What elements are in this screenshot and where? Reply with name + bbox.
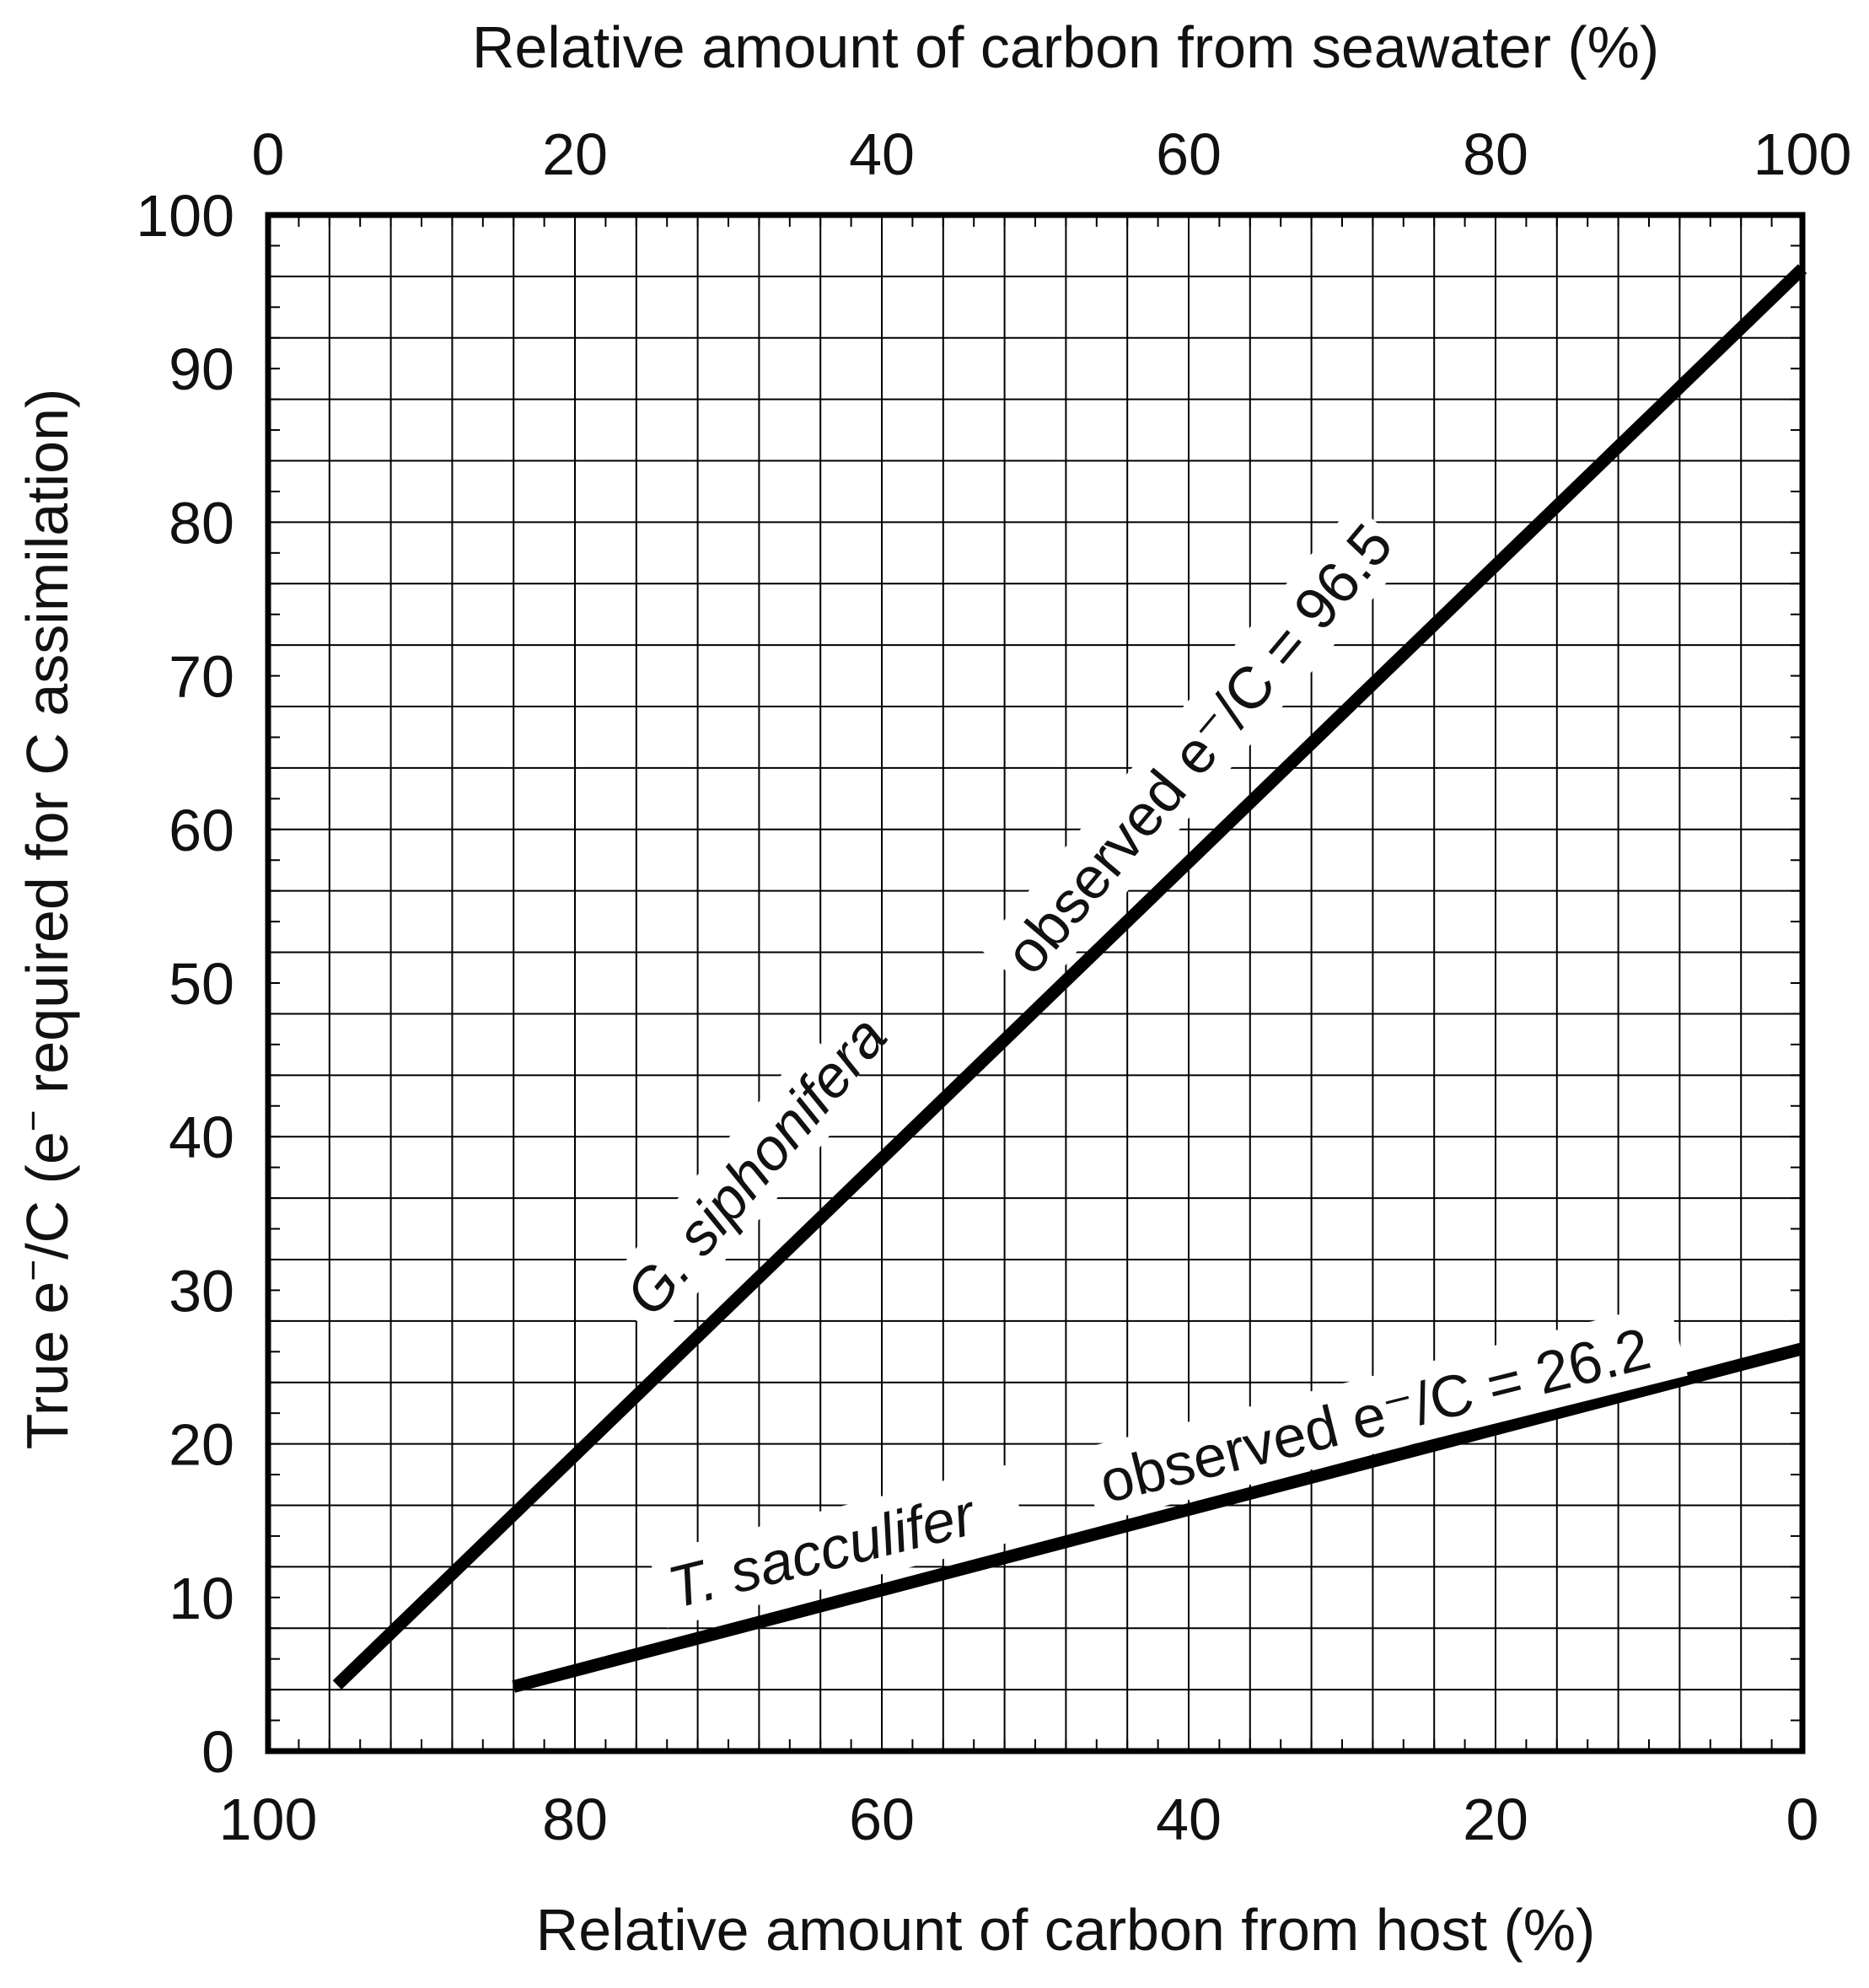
x-bottom-tick-label: 60 [849, 1787, 915, 1852]
x-bottom-tick-label: 40 [1156, 1787, 1222, 1852]
y-tick-label: 30 [169, 1258, 234, 1324]
y-tick-label: 10 [169, 1566, 234, 1631]
x-top-tick-label: 20 [542, 121, 608, 187]
series-line-g-siphonifera [332, 264, 1807, 1690]
y-tick-label: 90 [169, 336, 234, 402]
series-lines [332, 264, 1807, 1693]
x-top-tick-label: 80 [1463, 121, 1528, 187]
y-tick-label: 70 [169, 644, 234, 710]
y-title-part-3: required for C assimilation) [14, 389, 80, 1110]
series-label-bg [648, 1464, 1028, 1628]
y-tick-label: 40 [169, 1104, 234, 1170]
x-bottom-tick-label: 80 [542, 1787, 608, 1852]
series-annotation-bg [1080, 1302, 1688, 1523]
y-title-sup-2: − [13, 1110, 54, 1132]
y-tick-label: 50 [169, 951, 234, 1017]
y-tick-label: 80 [169, 490, 234, 556]
y-tick-label: 0 [201, 1719, 234, 1785]
x-top-axis-title: Relative amount of carbon from seawater … [472, 14, 1659, 80]
y-tick-label: 100 [136, 183, 234, 249]
x-bottom-axis-title: Relative amount of carbon from host (%) [536, 1897, 1596, 1963]
x-bottom-tick-label: 20 [1463, 1787, 1528, 1852]
y-tick-label: 20 [169, 1412, 234, 1478]
series-line-t-sacculifer [512, 1342, 1804, 1693]
y-title-part-1: True e [14, 1281, 80, 1450]
series-annotation-bg [980, 503, 1412, 998]
plot-frame [265, 212, 1806, 1754]
x-bottom-tick-label: 100 [219, 1787, 318, 1852]
series-annotation-g-siphonifera: observed e⁻/C = 96.5 [980, 503, 1412, 998]
x-top-tick-label: 100 [1754, 121, 1852, 187]
series-annotation-t-sacculifer: observed e⁻/C = 26.2 [1080, 1302, 1688, 1523]
x-top-tick-label: 0 [252, 121, 285, 187]
x-bottom-tick-label: 0 [1786, 1787, 1819, 1852]
tick-labels: 0 20 40 60 80 100 100 80 60 40 20 0 0 10 20 30 40 50 60 70 8… [136, 121, 1851, 1852]
x-top-tick-label: 40 [849, 121, 915, 187]
series-label-bg [600, 1037, 872, 1340]
y-title-sup-1: − [13, 1260, 54, 1281]
series-annotation-text-g-siphonifera: observed e⁻/C = 96.5 [992, 512, 1405, 986]
y-title-part-2: /C (e [14, 1131, 80, 1260]
y-tick-label: 60 [169, 798, 234, 863]
y-axis-title: True e−/C (e− required for C assimilatio… [13, 389, 80, 1450]
x-top-tick-label: 60 [1156, 121, 1222, 187]
